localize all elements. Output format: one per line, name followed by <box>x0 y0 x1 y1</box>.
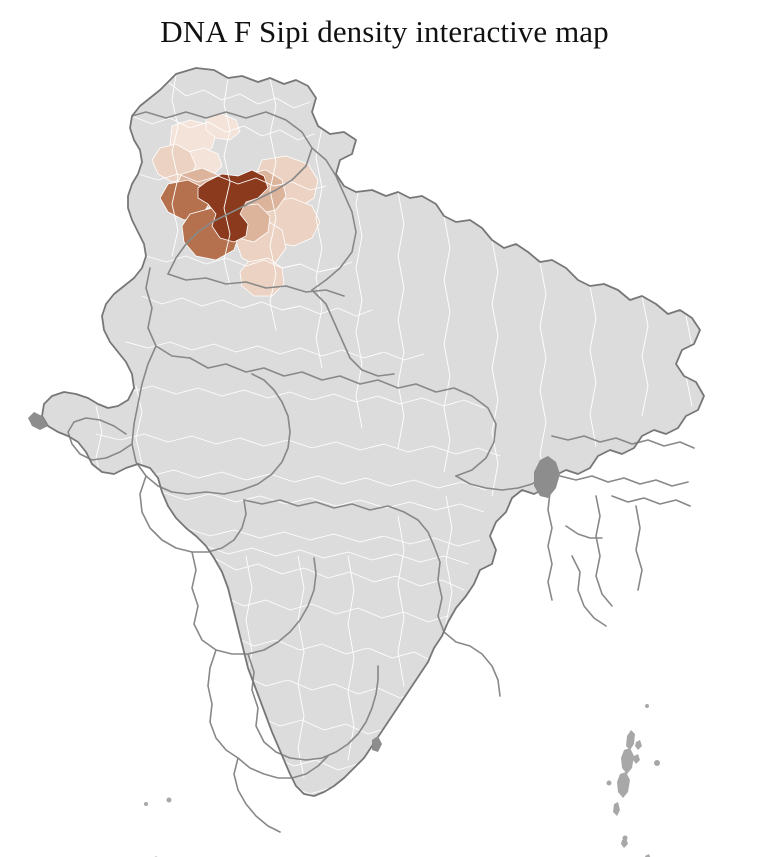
district-line-n13 <box>213 557 465 591</box>
district-line-n16 <box>243 675 419 699</box>
state-line-up <box>189 357 497 477</box>
country-outline-layer <box>41 67 705 797</box>
nicobar-islet-a <box>613 802 620 816</box>
state-line-cg <box>433 545 471 647</box>
state-line-tn <box>237 755 329 779</box>
nicobar-islet-d <box>645 854 651 857</box>
district-line-v18 <box>347 555 355 761</box>
nicobar-dot-1 <box>622 835 628 841</box>
kutch-coast-dark <box>28 412 48 430</box>
tn-coast-dark <box>372 736 382 752</box>
district-line-n17 <box>257 715 389 735</box>
state-line-jk-e <box>311 147 357 291</box>
district-line-v1 <box>171 73 179 257</box>
lakshadweep-dot-1 <box>144 802 148 806</box>
district-line-v14 <box>95 405 103 485</box>
state-line-rajasthan <box>131 345 291 495</box>
andaman-islet-a <box>635 740 642 750</box>
andaman-dot-2 <box>654 760 660 766</box>
district-line-n9 <box>125 467 487 491</box>
district-line-n15 <box>231 635 435 663</box>
district-line-n10 <box>161 491 485 513</box>
page-title: DNA F Sipi density interactive map <box>160 14 609 49</box>
district-line-v7 <box>443 215 451 473</box>
district-line-n1 <box>167 81 311 109</box>
andaman-island-middle <box>621 748 634 774</box>
state-line-ne-3 <box>595 495 613 607</box>
state-line-hp <box>167 273 345 297</box>
andaman-dot-1 <box>645 704 649 708</box>
district-line-n18 <box>271 755 379 773</box>
district-line-n11 <box>185 527 481 547</box>
district-line-v17 <box>297 555 305 779</box>
district-line-v20 <box>445 495 453 625</box>
district-line-v4 <box>315 97 323 369</box>
state-line-bihar <box>455 475 545 491</box>
district-line-n6 <box>125 341 425 361</box>
district-line-n7 <box>107 385 485 409</box>
state-line-punjab <box>145 267 191 359</box>
district-line-n4 <box>145 255 353 273</box>
district-line-v5 <box>355 139 363 429</box>
state-line-ne-1 <box>551 435 695 449</box>
andaman-dot-3 <box>606 780 612 786</box>
district-line-n2 <box>131 115 315 141</box>
state-line-mp <box>243 499 435 547</box>
state-line-odisha <box>469 645 501 697</box>
district-core-hotspot[interactable] <box>197 169 269 243</box>
state-line-ne-7 <box>571 555 607 627</box>
district-line-v11 <box>641 295 649 417</box>
district-line-v6 <box>397 191 405 449</box>
island-layer <box>144 704 660 857</box>
state-line-ne-4 <box>611 495 691 507</box>
india-choropleth-map[interactable] <box>0 56 769 857</box>
district-line-n14 <box>221 595 449 623</box>
district-line-n8 <box>95 433 501 457</box>
state-line-ap <box>247 653 379 761</box>
state-line-jk <box>131 111 313 275</box>
coastal-dark-areas <box>28 412 560 752</box>
district-line-n12 <box>205 545 469 565</box>
district-line-v8 <box>491 239 499 497</box>
state-line-kerala <box>233 757 281 833</box>
andaman-island-north <box>626 730 635 750</box>
district-line-v16 <box>245 555 253 749</box>
district-line-n3 <box>137 173 327 191</box>
sundarbans-dark <box>534 456 560 498</box>
andaman-island-south <box>617 772 630 798</box>
district-valley-north-3[interactable] <box>205 113 241 141</box>
district-line-v15 <box>195 535 203 717</box>
state-line-ne-5 <box>635 505 643 591</box>
district-line-v19 <box>397 515 405 687</box>
state-line-ne-6 <box>565 525 603 539</box>
nicobar-islet-b <box>621 838 628 848</box>
india-outline <box>41 67 705 797</box>
state-line-uk <box>311 289 395 377</box>
district-line-v13 <box>135 385 143 491</box>
andaman-islet-b <box>633 754 640 764</box>
map-landmass-layer <box>41 67 705 797</box>
district-line-n5 <box>141 295 373 317</box>
district-boundaries-layer <box>95 73 693 797</box>
district-line-v10 <box>589 285 597 447</box>
district-line-v12 <box>685 315 693 407</box>
state-line-ne-2 <box>559 475 689 487</box>
state-line-karnataka <box>207 649 239 759</box>
india-landmass[interactable] <box>41 67 705 797</box>
lakshadweep-dot-2 <box>166 797 172 803</box>
district-line-v9 <box>539 261 547 487</box>
